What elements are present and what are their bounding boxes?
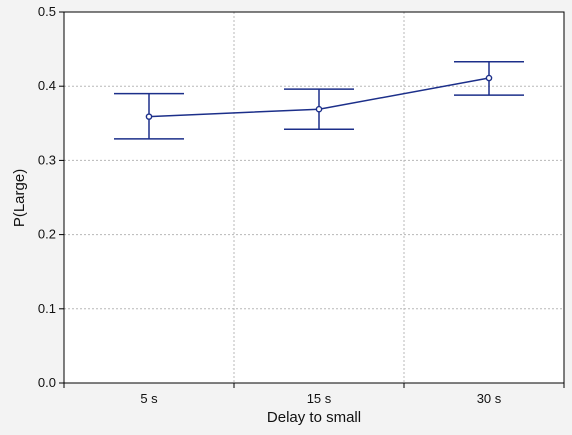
y-tick-label: 0.4 — [38, 78, 56, 93]
x-tick-label: 30 s — [477, 391, 502, 406]
y-tick-label: 0.2 — [38, 227, 56, 242]
data-point — [485, 74, 493, 82]
plot-frame — [63, 11, 565, 384]
axes — [59, 11, 565, 388]
grid-lines — [64, 12, 564, 383]
data-point — [145, 113, 153, 120]
series — [114, 60, 524, 140]
x-tick-label: 15 s — [307, 391, 332, 406]
plot-area — [64, 12, 564, 383]
x-axis-title: Delay to small — [267, 409, 361, 426]
y-tick-label: 0.0 — [38, 375, 56, 390]
x-tick-label: 5 s — [140, 391, 158, 406]
tick-labels: 0.0 0.1 0.2 0.3 0.4 0.5 5 s 15 s 30 s — [38, 4, 502, 406]
y-tick-label: 0.5 — [38, 4, 56, 19]
y-tick-label: 0.3 — [38, 152, 56, 167]
y-tick-label: 0.1 — [38, 301, 56, 316]
y-axis-title: P(Large) — [11, 169, 28, 227]
data-point — [315, 105, 323, 113]
